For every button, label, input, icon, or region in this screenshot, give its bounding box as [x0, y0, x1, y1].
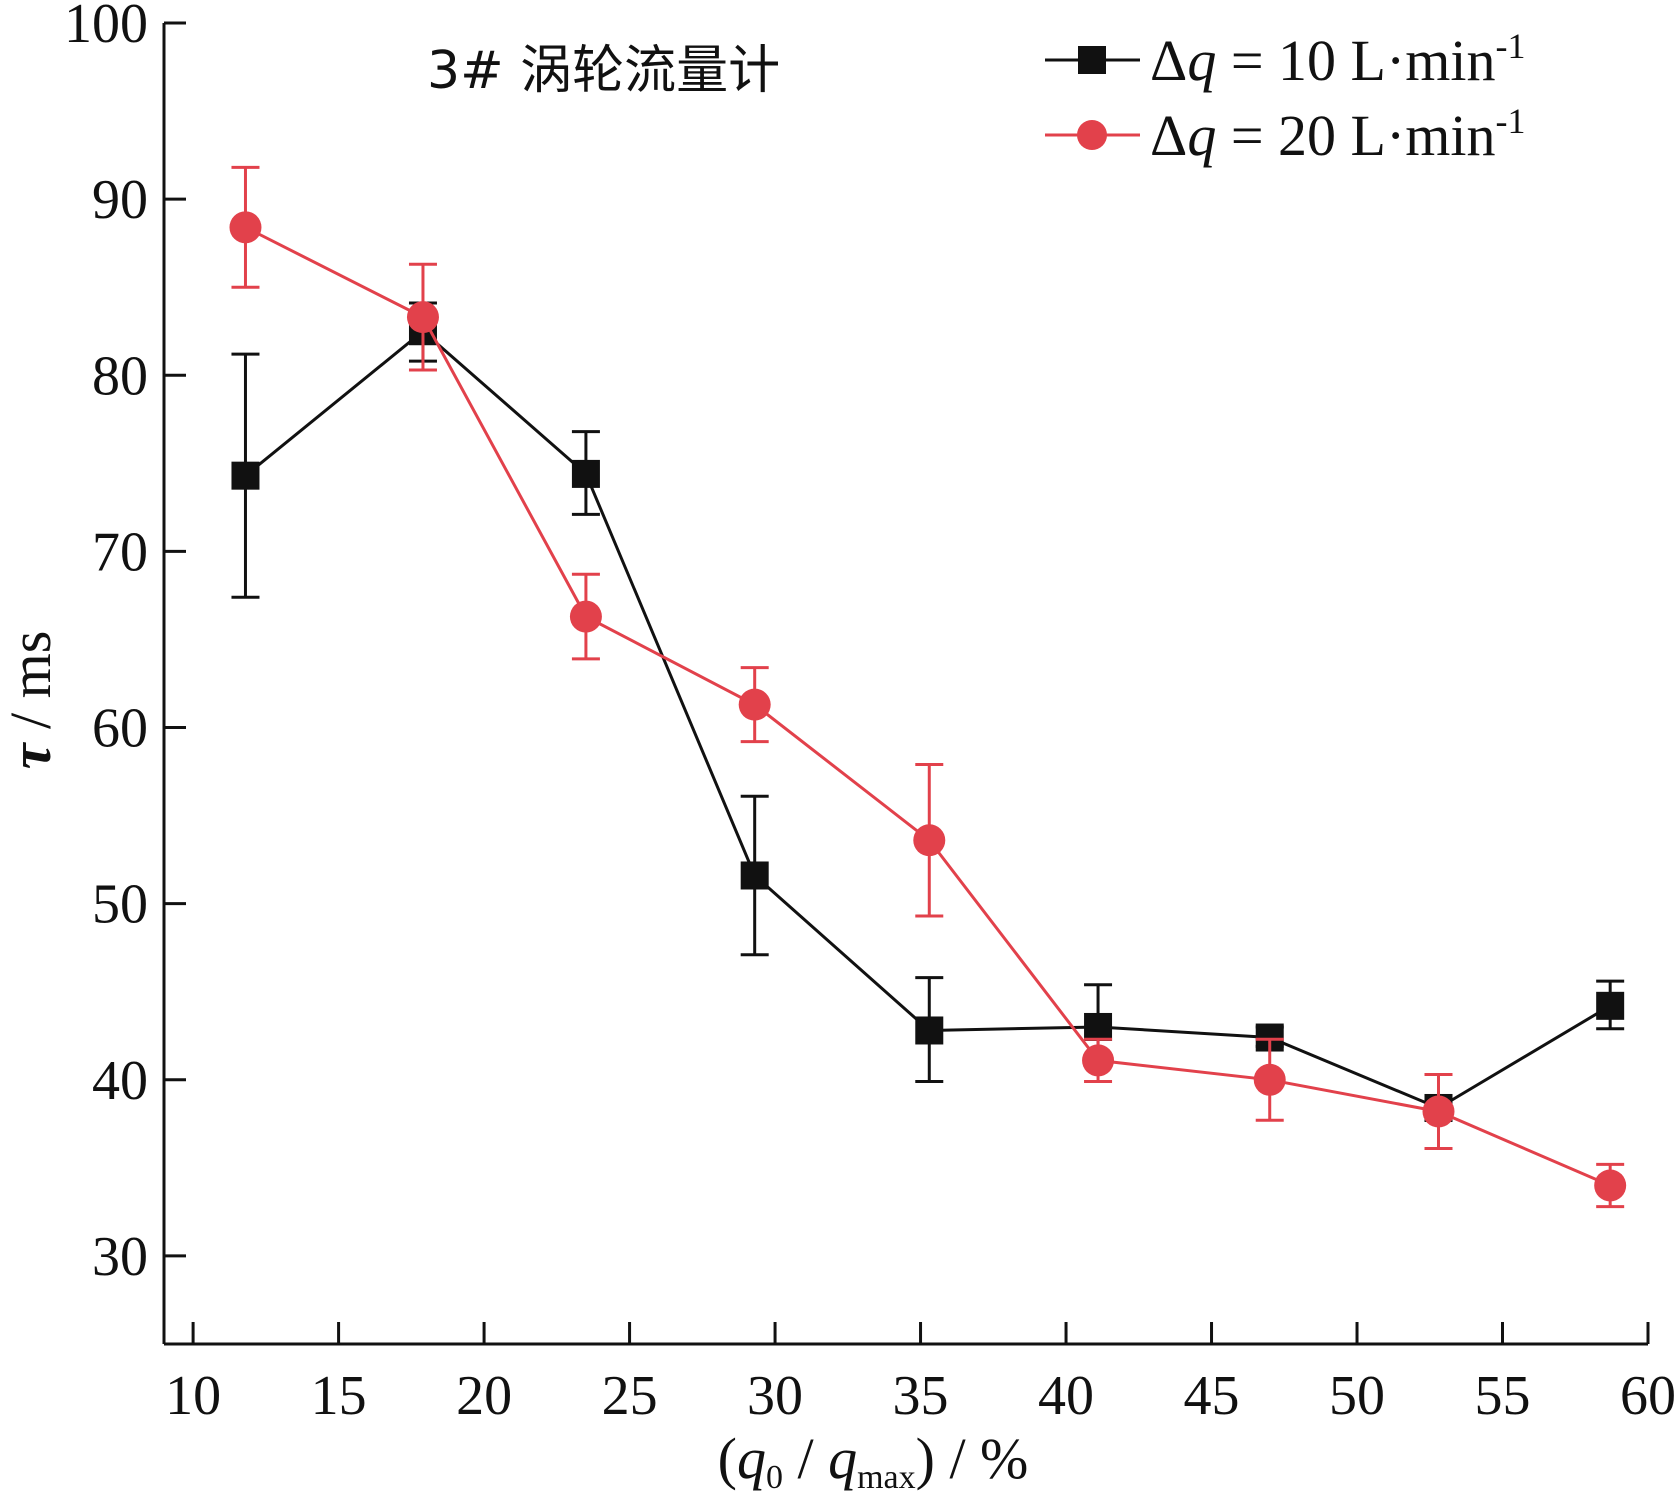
y-tick-label: 60 — [92, 698, 148, 760]
legend-label-series-2-sup: -1 — [1496, 101, 1526, 141]
data-point-square — [1596, 991, 1625, 1020]
legend-entry-series-2: Δq = 20 L·min-1 — [1045, 101, 1526, 168]
legend-label-series-1-sup: -1 — [1496, 26, 1526, 66]
x-tick-label: 40 — [1038, 1365, 1094, 1427]
legend-label-series-1-q: q — [1187, 28, 1216, 93]
y-axis-title-unit: / ms — [0, 631, 63, 744]
series-layer — [229, 165, 1627, 1209]
x-tick-label: 20 — [456, 1365, 512, 1427]
legend: Δq = 10 L·min-1 Δq = 20 L·min-1 — [1045, 26, 1526, 168]
legend-marker-square — [1078, 46, 1106, 74]
series-2 — [229, 165, 1627, 1209]
data-point-circle — [738, 688, 771, 721]
x-axis-title-open: ( — [718, 1426, 737, 1491]
x-axis-title-q: q — [737, 1426, 766, 1491]
x-tick-label: 30 — [747, 1365, 803, 1427]
legend-label-series-2: Δq = 20 L·min-1 — [1150, 101, 1526, 168]
x-tick-label: 50 — [1329, 1365, 1385, 1427]
x-axis-title-q2-sub: max — [857, 1459, 916, 1496]
data-point-circle — [1422, 1095, 1455, 1128]
legend-label-series-1: Δq = 10 L·min-1 — [1150, 26, 1526, 93]
data-point-circle — [229, 211, 262, 244]
legend-label-series-1-rest: = 10 L·min — [1216, 28, 1495, 93]
x-axis-title-slash: / — [783, 1426, 828, 1491]
x-tick-label: 55 — [1475, 1365, 1531, 1427]
y-tick-label: 40 — [92, 1050, 148, 1112]
data-point-circle — [1594, 1169, 1627, 1202]
data-point-circle — [913, 824, 946, 857]
legend-label-series-2-rest: = 20 L·min — [1216, 103, 1495, 168]
y-tick-label: 80 — [92, 345, 148, 407]
y-ticks: 30 40 50 60 70 80 90 100 — [64, 0, 186, 1288]
x-tick-label: 35 — [893, 1365, 949, 1427]
legend-marker-circle — [1077, 120, 1107, 150]
y-axis-title: τ / ms — [0, 631, 63, 770]
legend-label-series-2-q: q — [1187, 103, 1216, 168]
y-tick-label: 50 — [92, 874, 148, 936]
legend-entry-series-1: Δq = 10 L·min-1 — [1045, 26, 1526, 93]
x-axis-title-q2: q — [828, 1426, 857, 1491]
data-point-circle — [406, 301, 439, 334]
y-axis-title-symbol: τ — [0, 741, 63, 769]
data-point-square — [571, 459, 600, 488]
data-point-square — [915, 1016, 944, 1045]
x-tick-label: 45 — [1184, 1365, 1240, 1427]
data-point-square — [231, 461, 260, 490]
data-point-square — [1084, 1012, 1113, 1041]
y-tick-label: 70 — [92, 521, 148, 583]
x-axis-title-q-sub: 0 — [766, 1459, 783, 1496]
x-axis-title-close: ) / % — [916, 1426, 1029, 1491]
x-tick-label: 15 — [311, 1365, 367, 1427]
legend-label-series-1-delta: Δ — [1150, 28, 1187, 93]
data-point-circle — [1253, 1063, 1286, 1096]
y-tick-label: 100 — [64, 0, 148, 55]
data-point-circle — [569, 600, 602, 633]
x-tick-label: 10 — [165, 1365, 221, 1427]
data-point-square — [740, 861, 769, 890]
legend-label-series-2-delta: Δ — [1150, 103, 1187, 168]
x-ticks: 10 15 20 25 30 35 40 45 50 55 60 — [165, 1322, 1676, 1427]
x-tick-label: 25 — [602, 1365, 658, 1427]
chart-title: 3# 涡轮流量计 — [427, 41, 780, 101]
x-tick-label: 60 — [1620, 1365, 1676, 1427]
data-point-circle — [1082, 1044, 1115, 1077]
y-tick-label: 90 — [92, 169, 148, 231]
x-axis-title: (q0 / qmax) / % — [718, 1426, 1029, 1496]
y-tick-label: 30 — [92, 1226, 148, 1288]
